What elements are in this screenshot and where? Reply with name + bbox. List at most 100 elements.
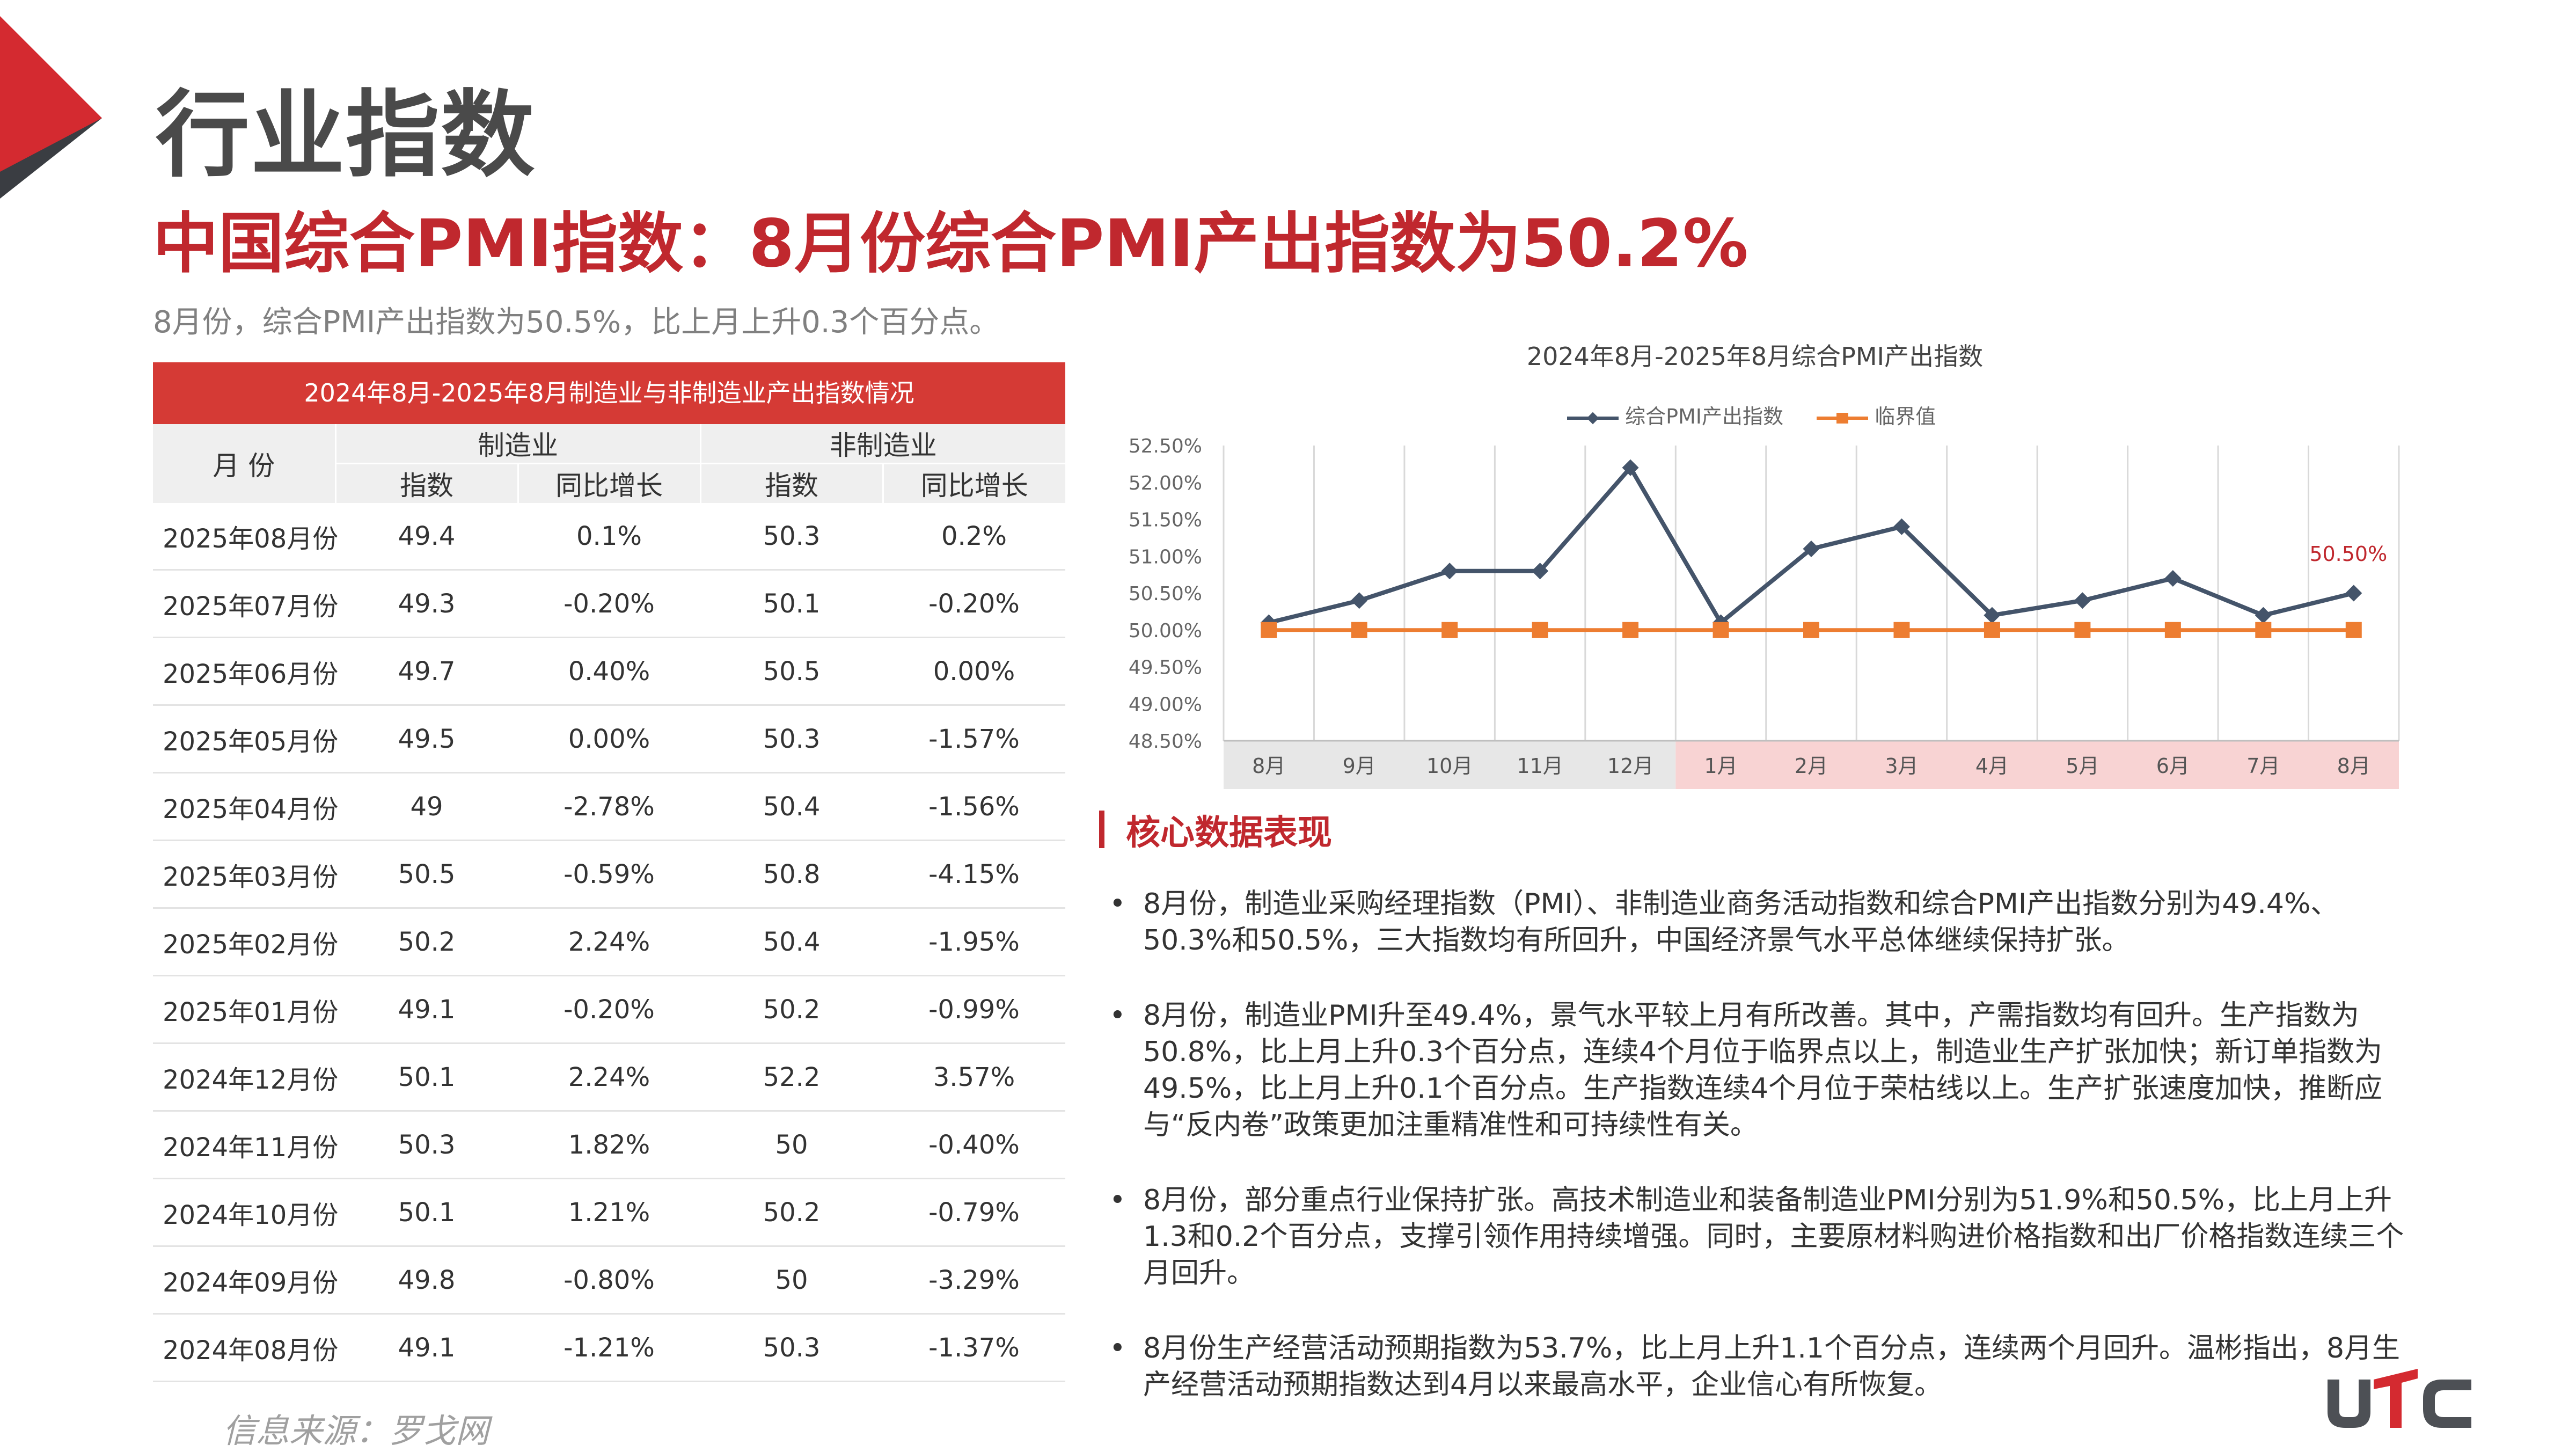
- threshold-point: [1713, 622, 1729, 638]
- cell-n-yoy: -1.95%: [883, 908, 1065, 976]
- x-tick-label: 10月: [1426, 754, 1473, 778]
- cell-m-index: 49.8: [335, 1246, 518, 1315]
- cell-m-yoy: -1.21%: [518, 1314, 700, 1382]
- pmi-table: 2024年8月-2025年8月制造业与非制造业产出指数情况 月 份 制造业 非制…: [153, 362, 1065, 1382]
- summary-text: 8月份，综合PMI产出指数为50.5%，比上月上升0.3个百分点。: [153, 305, 1000, 340]
- bullet-text: 8月份，制造业采购经理指数（PMI）、非制造业商务活动指数和综合PMI产出指数分…: [1143, 888, 2339, 957]
- x-tick-label: 3月: [1885, 754, 1918, 778]
- threshold-point: [2074, 622, 2091, 638]
- x-tick-label: 1月: [1704, 754, 1737, 778]
- cell-m-yoy: 2.24%: [518, 1043, 700, 1112]
- x-tick-label: 8月: [2337, 754, 2370, 778]
- cell-m-index: 49.7: [335, 637, 518, 706]
- col-group-non-manufacturing: 非制造业: [700, 424, 1065, 464]
- composite-point: [2074, 592, 2091, 609]
- cell-n-index: 50.2: [700, 975, 883, 1044]
- y-tick-label: 50.50%: [1129, 583, 1202, 605]
- bullet-dot-icon: •: [1109, 888, 1126, 920]
- cell-n-yoy: -1.37%: [883, 1314, 1065, 1382]
- x-tick-label: 12月: [1607, 754, 1653, 778]
- col-header-m-index: 指数: [335, 463, 519, 503]
- threshold-point: [1261, 622, 1277, 638]
- cell-month: 2025年07月份: [153, 570, 338, 638]
- composite-point: [1351, 592, 1368, 609]
- cell-m-yoy: -0.59%: [518, 840, 700, 909]
- cell-m-index: 49.4: [335, 503, 518, 571]
- cell-n-yoy: -0.99%: [883, 975, 1065, 1044]
- category-band-2024: [1224, 741, 1676, 789]
- cell-month: 2025年08月份: [153, 503, 338, 571]
- bullet-item: • 8月份，制造业PMI升至49.4%，景气水平较上月有所改善。其中，产需指数均有…: [1103, 997, 2407, 1143]
- table-row: 2024年08月份 49.1 -1.21% 50.3 -1.37%: [153, 1314, 1065, 1382]
- bullet-text: 8月份，部分重点行业保持扩张。高技术制造业和装备制造业PMI分别为51.9%和5…: [1143, 1184, 2404, 1289]
- cell-m-index: 49: [335, 772, 518, 841]
- cell-month: 2025年01月份: [153, 975, 338, 1044]
- table-row: 2025年01月份 49.1 -0.20% 50.2 -0.99%: [153, 975, 1065, 1044]
- threshold-point: [1532, 622, 1548, 638]
- composite-point: [2255, 607, 2272, 624]
- data-label-last: 50.50%: [2309, 542, 2387, 566]
- threshold-point: [1984, 622, 2000, 638]
- core-title: 核心数据表现: [1126, 813, 1332, 853]
- cell-month: 2025年04月份: [153, 772, 338, 841]
- table-row: 2025年05月份 49.5 0.00% 50.3 -1.57%: [153, 705, 1065, 774]
- legend-item-composite: 综合PMI产出指数: [1567, 400, 1783, 429]
- corner-logo: [0, 16, 102, 199]
- y-tick-label: 50.00%: [1129, 620, 1202, 642]
- table-caption: 2024年8月-2025年8月制造业与非制造业产出指数情况: [153, 362, 1065, 424]
- core-title-bar: [1099, 811, 1104, 848]
- cell-m-yoy: 0.40%: [518, 637, 700, 706]
- cell-month: 2024年08月份: [153, 1314, 338, 1382]
- col-header-month: 月 份: [153, 424, 336, 503]
- threshold-point: [2255, 622, 2272, 638]
- cell-n-yoy: -4.15%: [883, 840, 1065, 909]
- cell-month: 2025年03月份: [153, 840, 338, 909]
- legend-label-composite: 综合PMI产出指数: [1625, 405, 1784, 428]
- table-row: 2025年04月份 49 -2.78% 50.4 -1.56%: [153, 772, 1065, 841]
- threshold-point: [1441, 622, 1458, 638]
- core-bullets: • 8月份，制造业采购经理指数（PMI）、非制造业商务活动指数和综合PMI产出指数…: [1103, 886, 2407, 1442]
- cell-n-index: 50: [700, 1246, 883, 1315]
- x-tick-label: 5月: [2066, 754, 2099, 778]
- table-row: 2025年08月份 49.4 0.1% 50.3 0.2%: [153, 503, 1065, 571]
- cell-n-index: 50.3: [700, 705, 883, 774]
- col-header-n-index: 指数: [700, 463, 884, 503]
- table-row: 2025年06月份 49.7 0.40% 50.5 0.00%: [153, 637, 1065, 706]
- table-row: 2024年09月份 49.8 -0.80% 50 -3.29%: [153, 1246, 1065, 1315]
- source-note: 信息来源：罗戈网: [223, 1411, 489, 1450]
- y-tick-label: 49.00%: [1129, 694, 1202, 716]
- table-body: 2025年08月份 49.4 0.1% 50.3 0.2% 2025年07月份 49.3 -0…: [153, 503, 1065, 1382]
- cell-m-index: 49.1: [335, 1314, 518, 1382]
- cell-n-yoy: 0.00%: [883, 637, 1065, 706]
- cell-m-index: 49.1: [335, 975, 518, 1044]
- cell-n-yoy: -0.79%: [883, 1178, 1065, 1247]
- composite-point: [2345, 585, 2362, 602]
- section-title: 行业指数: [156, 81, 536, 190]
- y-tick-label: 51.00%: [1129, 546, 1202, 568]
- cell-n-index: 50.2: [700, 1178, 883, 1247]
- threshold-point: [1803, 622, 1819, 638]
- y-tick-label: 49.50%: [1129, 657, 1202, 679]
- cell-month: 2025年02月份: [153, 908, 338, 976]
- cell-n-yoy: -0.20%: [883, 570, 1065, 638]
- cell-m-index: 49.3: [335, 570, 518, 638]
- cell-m-yoy: -0.80%: [518, 1246, 700, 1315]
- bullet-dot-icon: •: [1109, 999, 1126, 1032]
- bullet-item: • 8月份生产经营活动预期指数为53.7%，比上月上升1.1个百分点，连续两个月回…: [1103, 1330, 2407, 1403]
- cell-m-yoy: 2.24%: [518, 908, 700, 976]
- cell-month: 2024年10月份: [153, 1178, 338, 1247]
- composite-point: [1803, 540, 1820, 558]
- composite-point: [1441, 563, 1458, 580]
- cell-n-yoy: -1.57%: [883, 705, 1065, 774]
- cell-n-yoy: -1.56%: [883, 772, 1065, 841]
- bullet-text: 8月份生产经营活动预期指数为53.7%，比上月上升1.1个百分点，连续两个月回升…: [1143, 1332, 2401, 1401]
- cell-n-index: 50.8: [700, 840, 883, 909]
- cell-m-index: 49.5: [335, 705, 518, 774]
- table-row: 2024年12月份 50.1 2.24% 52.2 3.57%: [153, 1043, 1065, 1112]
- cell-m-index: 50.2: [335, 908, 518, 976]
- legend-item-threshold: 临界值: [1817, 400, 1936, 429]
- cell-n-yoy: -0.40%: [883, 1111, 1065, 1179]
- y-tick-label: 51.50%: [1129, 509, 1202, 531]
- cell-n-index: 50.3: [700, 503, 883, 571]
- cell-m-index: 50.1: [335, 1178, 518, 1247]
